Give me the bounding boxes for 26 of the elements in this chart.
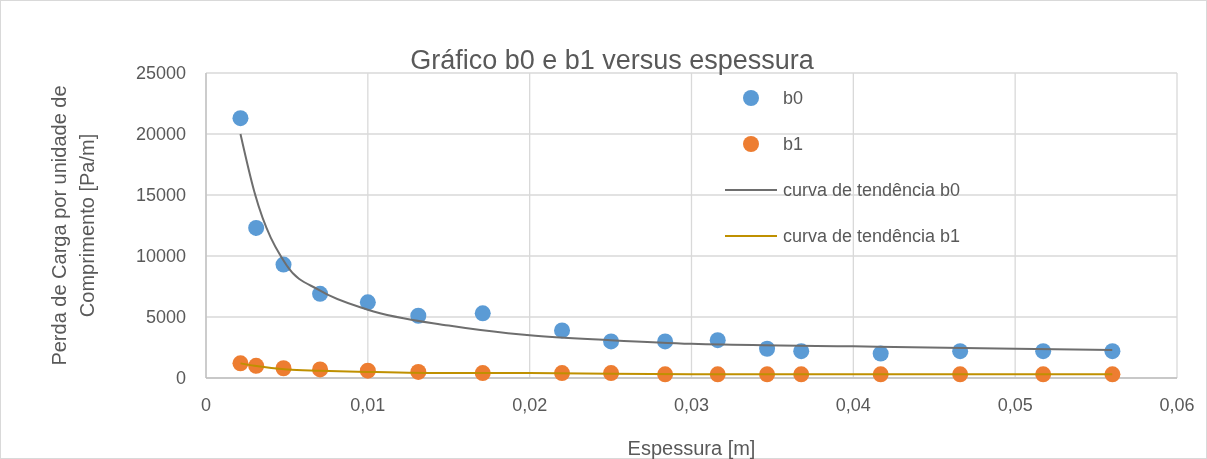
x-axis-title: Espessura [m] xyxy=(627,437,756,459)
y-tick-label: 20000 xyxy=(135,124,186,145)
y-axis-title: Perda de Carga por unidade de Comprimento [Pa/m] xyxy=(48,85,98,366)
y-tick-label: 25000 xyxy=(135,63,186,84)
x-tick-label: 0,02 xyxy=(512,395,548,415)
point xyxy=(554,322,571,339)
x-tick-label: 0,01 xyxy=(350,395,386,415)
y-tick-label: 10000 xyxy=(135,246,186,267)
x-tick-label: 0,06 xyxy=(1159,395,1195,415)
y-tick-label: 0 xyxy=(175,368,186,389)
y-tick-label: 15000 xyxy=(135,185,186,206)
x-tick-label: 0,05 xyxy=(997,395,1033,415)
point xyxy=(1104,343,1121,360)
legend-label: b0 xyxy=(783,88,804,109)
point xyxy=(232,110,249,127)
point xyxy=(474,305,491,322)
point xyxy=(359,294,376,311)
point xyxy=(248,219,265,236)
chart-title: Gráfico b0 e b1 versus espessura xyxy=(410,45,815,75)
x-tick-label: 0,03 xyxy=(673,395,710,415)
y-tick-label: 5000 xyxy=(145,307,186,328)
legend-label: b1 xyxy=(783,134,804,155)
legend-label: curva de tendência b0 xyxy=(783,180,961,201)
x-tick-label: 0 xyxy=(200,395,212,415)
x-tick-label: 0,04 xyxy=(835,395,871,415)
legend-label: curva de tendência b1 xyxy=(783,226,961,247)
